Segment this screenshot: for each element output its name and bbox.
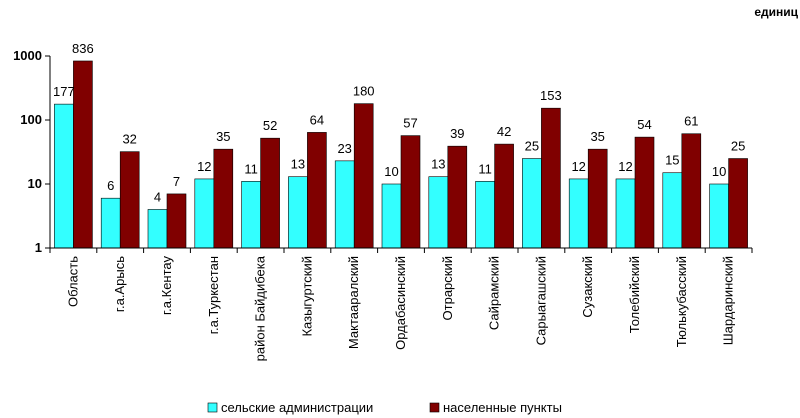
y-tick-label: 10 (28, 176, 42, 191)
bar-value-label: 4 (154, 189, 161, 204)
y-tick-label: 1 (35, 240, 42, 255)
bar-value-label: 64 (310, 112, 324, 127)
bar-value-label: 11 (478, 161, 492, 176)
category-label: Область (65, 256, 80, 307)
bar-value-label: 12 (571, 159, 585, 174)
bar-rural-administrations (428, 176, 449, 249)
y-tick-label: 1000 (13, 48, 42, 63)
bar-value-label: 15 (665, 153, 679, 168)
bar-value-label: 10 (384, 164, 398, 179)
bar-settlements (541, 107, 561, 249)
legend-label-rural-administrations: сельские администрации (221, 400, 373, 415)
bar-value-label: 10 (712, 164, 726, 179)
bar-value-label: 25 (525, 139, 539, 154)
bar-value-label: 836 (72, 41, 94, 56)
bar-rural-administrations (288, 176, 308, 249)
bar-settlements (400, 135, 421, 249)
category-label: г.а.Арысь (112, 256, 127, 312)
bar-value-label: 11 (244, 161, 258, 176)
category-label: Тюлькубасский (674, 256, 689, 347)
bar-value-label: 153 (540, 88, 562, 103)
bar-settlements (634, 136, 655, 249)
bar-rural-administrations (54, 103, 74, 249)
bar-value-label: 42 (497, 124, 511, 139)
bar-rural-administrations (522, 158, 542, 249)
bar-value-label: 6 (107, 178, 114, 193)
unit-label: единиц (754, 5, 798, 19)
legend-swatch-settlements (429, 402, 440, 413)
bar-value-label: 25 (731, 139, 745, 154)
category-label: Мактааралский (346, 256, 361, 349)
category-label: Ордабасинский (393, 256, 408, 350)
bar-settlements (213, 148, 234, 249)
category-label: Сузакский (580, 256, 595, 318)
bar-rural-administrations (568, 178, 589, 249)
y-tick-label: 100 (20, 112, 42, 127)
bar-value-label: 32 (122, 132, 136, 147)
category-label: Сарыагашский (533, 256, 548, 345)
bar-settlements (73, 60, 93, 249)
bar-value-label: 7 (173, 174, 180, 189)
bar-value-label: 52 (263, 118, 277, 133)
category-label: Отрарский (440, 256, 455, 320)
bar-value-label: 12 (618, 159, 632, 174)
bar-settlements (166, 193, 187, 249)
bar-value-label: 180 (353, 84, 375, 99)
category-label: Шардаринский (721, 256, 736, 345)
category-label: район Байдибека (253, 255, 268, 361)
bar-value-label: 13 (291, 157, 305, 172)
bar-rural-administrations (100, 197, 121, 249)
bar-value-label: 12 (197, 159, 211, 174)
category-label: Сайрамский (487, 256, 502, 330)
bar-settlements (494, 143, 514, 249)
bar-settlements (681, 133, 702, 249)
bar-value-label: 23 (337, 141, 351, 156)
bar-rural-administrations (241, 181, 261, 249)
bar-rural-administrations (194, 178, 215, 249)
bar-rural-administrations (147, 209, 168, 249)
bar-value-label: 39 (450, 126, 464, 141)
legend-label-settlements: населенные пункты (443, 400, 562, 415)
bar-value-label: 35 (216, 129, 230, 144)
bar-rural-administrations (709, 183, 729, 249)
bar-rural-administrations (662, 172, 683, 249)
bar-settlements (728, 158, 748, 249)
bar-value-label: 54 (637, 117, 651, 132)
category-label: г.а.Кентау (159, 256, 174, 315)
bar-value-label: 57 (403, 116, 417, 131)
category-label: Толебийский (627, 256, 642, 333)
bar-value-label: 35 (590, 129, 604, 144)
bar-rural-administrations (381, 183, 402, 249)
x-axis: Область г.а.Арысь г.а.Кентау г.а.Туркестан р… (49, 247, 753, 361)
bar-settlements (447, 145, 468, 249)
data-labels-group: 177 836 6 32 47 12 35 11 52 13 64 23 180 10 57 13 39 11 42… (53, 41, 745, 204)
bars-group (54, 60, 748, 249)
bar-settlements (353, 103, 374, 249)
legend: сельские администрации населенные пункты (207, 400, 562, 415)
bar-settlements (587, 148, 608, 249)
bar-settlements (119, 151, 140, 249)
bar-value-label: 61 (684, 114, 698, 129)
y-axis: 1 10 100 1000 (13, 48, 51, 255)
bar-rural-administrations (475, 181, 495, 249)
bar-settlements (307, 132, 327, 249)
legend-swatch-rural-administrations (207, 402, 218, 413)
bar-settlements (260, 137, 280, 249)
category-label: Казыгуртский (299, 256, 314, 337)
category-label: г.а.Туркестан (206, 256, 221, 334)
bar-value-label: 177 (53, 84, 75, 99)
bar-rural-administrations (615, 178, 636, 249)
bar-rural-administrations (334, 160, 355, 249)
bar-value-label: 13 (431, 157, 445, 172)
